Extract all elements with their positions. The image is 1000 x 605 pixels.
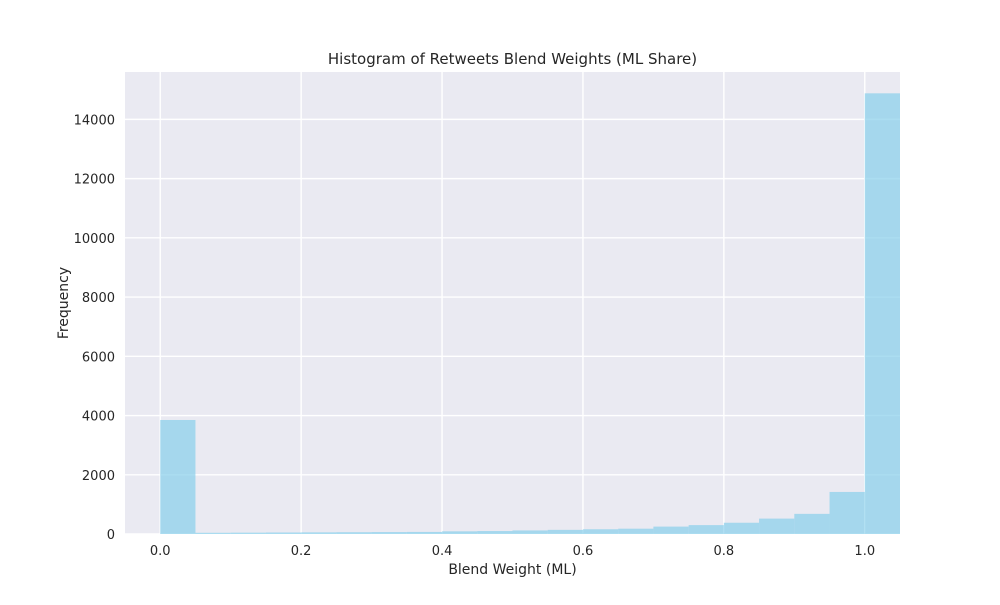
histogram-bar	[618, 528, 654, 534]
x-tick-label: 0.8	[714, 544, 735, 559]
x-tick-label: 0.2	[291, 544, 312, 559]
y-tick-label: 2000	[82, 469, 115, 484]
histogram-bar	[547, 529, 583, 534]
histogram-bar	[653, 526, 689, 534]
x-tick-label: 0.0	[150, 544, 171, 559]
y-tick-label: 6000	[82, 350, 115, 365]
histogram-bar	[512, 530, 548, 534]
histogram-bar	[336, 532, 372, 534]
y-tick-label: 4000	[82, 410, 115, 425]
x-tick-label: 0.6	[573, 544, 594, 559]
histogram-bar	[160, 419, 196, 534]
y-tick-label: 10000	[74, 232, 115, 247]
histogram-bar	[723, 522, 760, 534]
histogram-bar	[301, 532, 337, 534]
x-tick-label: 0.4	[432, 544, 453, 559]
histogram-bar	[442, 531, 478, 534]
y-axis-label: Frequency	[56, 267, 72, 339]
bars	[160, 93, 900, 535]
y-tick-label: 12000	[74, 173, 115, 188]
histogram-bar	[829, 491, 865, 534]
x-axis-label: Blend Weight (ML)	[448, 562, 576, 578]
chart-title: Histogram of Retweets Blend Weights (ML …	[328, 50, 697, 68]
histogram-bar	[406, 531, 443, 534]
histogram-bar	[794, 513, 830, 534]
histogram-bar	[265, 532, 302, 534]
x-tick-label: 1.0	[854, 544, 875, 559]
histogram-bar	[582, 529, 619, 534]
tick-labels: 0.0 0.2 0.4 0.6 0.8 1.0 0 2000 4000 6000 8000 10000…	[74, 113, 875, 559]
histogram-bar	[195, 532, 231, 534]
plot-background	[125, 72, 900, 534]
histogram-bar	[759, 518, 795, 534]
y-tick-label: 8000	[82, 291, 115, 306]
y-tick-label: 0	[107, 528, 115, 543]
histogram-bar	[864, 93, 900, 535]
histogram-bar	[230, 532, 266, 534]
histogram-bar	[477, 531, 513, 534]
histogram-bar	[688, 525, 724, 534]
y-tick-label: 14000	[74, 113, 115, 128]
histogram-bar	[371, 532, 407, 534]
